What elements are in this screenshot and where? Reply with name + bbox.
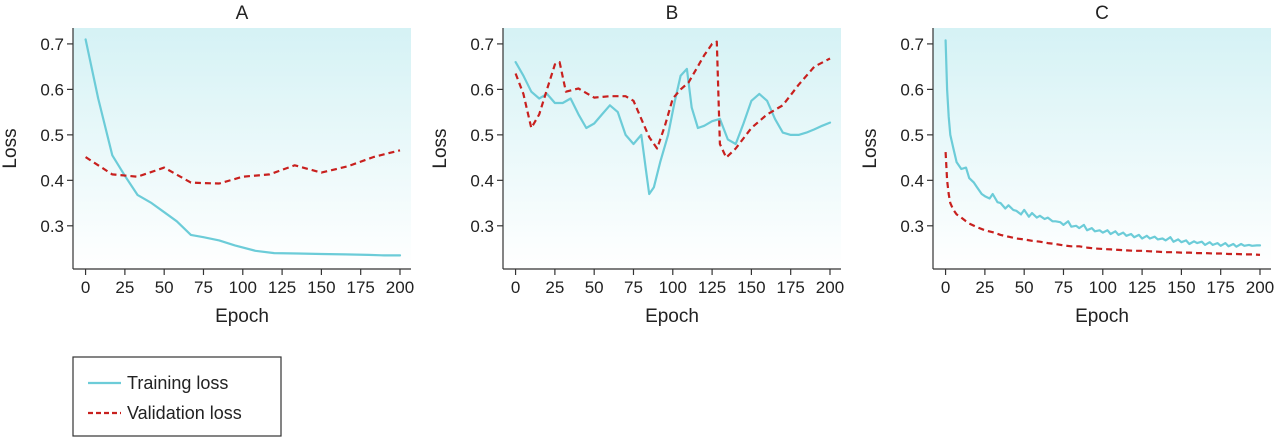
x-tick-label: 150 [1167,278,1195,297]
x-tick-label: 150 [307,278,335,297]
x-axis-label: Epoch [1075,306,1129,327]
panel-title: C [1095,3,1109,24]
x-axis-label: Epoch [215,306,269,327]
panel-A: A 0 25 50 75 100 125 150 175 200 0.3 0.4 0.5 0.6 0.7 Ep… [0,3,414,327]
x-tick-label: 200 [386,278,414,297]
chart-panels: A 0 25 50 75 100 125 150 175 200 0.3 0.4 0.5 0.6 0.7 Ep… [0,3,1274,327]
x-tick-label: 75 [624,278,643,297]
x-tick-label: 100 [229,278,257,297]
y-tick-label: 0.6 [470,80,494,99]
legend-label-validation: Validation loss [127,403,242,423]
x-tick-label: 0 [941,278,950,297]
x-tick-label: 75 [1054,278,1073,297]
y-tick-label: 0.7 [470,35,494,54]
x-tick-label: 100 [659,278,687,297]
x-tick-label: 0 [81,278,90,297]
x-tick-label: 25 [545,278,564,297]
plot-area [933,28,1271,269]
y-tick-label: 0.5 [470,126,494,145]
legend-label-training: Training loss [127,373,228,393]
x-tick-label: 25 [975,278,994,297]
panel-C: C 0 25 50 75 100 125 150 175 200 0.3 0.4 0.5 0.6 0.7 Ep… [860,3,1274,327]
x-tick-label: 100 [1089,278,1117,297]
x-tick-label: 50 [1015,278,1034,297]
x-tick-label: 75 [194,278,213,297]
legend-box [72,356,282,437]
x-tick-label: 200 [816,278,844,297]
plot-area [73,28,411,269]
y-axis-label: Loss [430,128,451,168]
y-tick-label: 0.5 [40,126,64,145]
series-training-loss [514,60,832,196]
x-tick-label: 175 [1207,278,1235,297]
x-tick-label: 25 [115,278,134,297]
y-axis-label: Loss [860,128,881,168]
y-tick-label: 0.3 [900,217,924,236]
y-tick-label: 0.4 [470,171,494,190]
y-tick-label: 0.3 [40,217,64,236]
y-tick-label: 0.4 [900,171,924,190]
x-tick-label: 0 [511,278,520,297]
series-training-loss [84,38,402,257]
y-tick-label: 0.7 [900,35,924,54]
plot-area [503,28,841,269]
x-tick-label: 50 [585,278,604,297]
series-training-loss [944,39,1262,248]
series-validation-loss [85,149,401,185]
x-tick-label: 150 [737,278,765,297]
panel-title: A [236,3,249,24]
y-axis-label: Loss [0,128,21,168]
y-tick-label: 0.7 [40,35,64,54]
x-tick-label: 175 [347,278,375,297]
x-tick-label: 50 [155,278,174,297]
x-tick-label: 200 [1246,278,1274,297]
panel-B: B 0 25 50 75 100 125 150 175 200 0.3 0.4 0.5 0.6 0.7 Ep… [430,3,844,327]
series-validation-loss [944,152,1261,256]
x-tick-label: 125 [268,278,296,297]
y-tick-label: 0.4 [40,171,64,190]
x-tick-label: 125 [1128,278,1156,297]
legend: Training loss Validation loss [72,356,282,437]
y-tick-label: 0.6 [900,80,924,99]
x-axis-label: Epoch [645,306,699,327]
y-tick-label: 0.3 [470,217,494,236]
x-tick-label: 175 [777,278,805,297]
y-tick-label: 0.5 [900,126,924,145]
x-tick-label: 125 [698,278,726,297]
panel-title: B [666,3,679,24]
y-tick-label: 0.6 [40,80,64,99]
